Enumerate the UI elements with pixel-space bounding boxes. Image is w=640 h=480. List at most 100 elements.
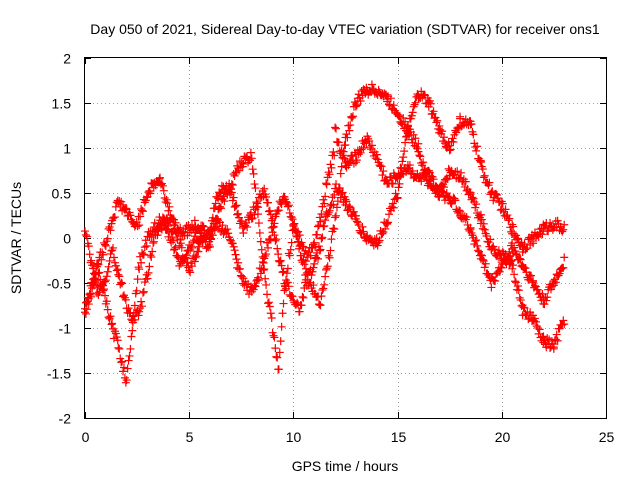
data-point [240, 281, 249, 290]
data-point [288, 292, 297, 301]
data-point [540, 300, 549, 309]
data-point [188, 243, 197, 252]
data-point [117, 278, 126, 287]
chart-title: Day 050 of 2021, Sidereal Day-to-day VTE… [90, 21, 600, 37]
data-point [273, 244, 282, 253]
data-point [417, 177, 426, 186]
data-point [260, 265, 269, 274]
data-point [539, 332, 548, 341]
data-point [246, 148, 255, 157]
data-point [323, 210, 332, 219]
data-point [182, 221, 191, 230]
data-point [535, 325, 544, 334]
data-point [100, 285, 109, 294]
data-point [543, 293, 552, 302]
data-point [210, 223, 219, 232]
data-point [219, 192, 228, 201]
data-point [276, 256, 285, 265]
data-point [491, 276, 500, 285]
data-point [351, 100, 360, 109]
data-point [327, 163, 336, 172]
data-point [338, 188, 347, 197]
data-point [248, 165, 257, 174]
data-point [282, 269, 291, 278]
data-point [235, 166, 244, 175]
data-point [387, 202, 396, 211]
data-point [232, 255, 241, 264]
data-point [149, 230, 158, 239]
data-point [147, 252, 156, 261]
y-tick-label: -2 [59, 411, 72, 427]
data-point [281, 282, 290, 291]
data-point [433, 116, 442, 125]
data-point [97, 255, 106, 264]
data-point [277, 200, 286, 209]
data-point [538, 230, 547, 239]
data-point [279, 267, 288, 276]
data-point [366, 143, 375, 152]
data-point [231, 250, 240, 259]
data-point [299, 293, 308, 302]
data-point [111, 329, 120, 338]
data-point [188, 262, 197, 271]
data-point [162, 195, 171, 204]
data-point [115, 272, 124, 281]
data-point [481, 259, 490, 268]
x-tick-label: 0 [82, 429, 90, 445]
data-point [155, 174, 164, 183]
data-point [199, 222, 208, 231]
data-point [378, 171, 387, 180]
data-point [549, 343, 558, 352]
data-point [125, 351, 134, 360]
data-point [312, 253, 321, 262]
data-point [324, 251, 333, 260]
y-tick-label: 0 [63, 231, 71, 247]
data-point [480, 171, 489, 180]
data-point [478, 165, 487, 174]
data-point [530, 314, 539, 323]
data-point [318, 286, 327, 295]
y-tick-label: -0.5 [47, 276, 71, 292]
data-point [188, 220, 197, 229]
data-point [529, 239, 538, 248]
data-point [95, 268, 104, 277]
data-point [101, 276, 110, 285]
data-point [365, 136, 374, 145]
data-point [322, 180, 331, 189]
data-point [227, 180, 236, 189]
data-point [129, 308, 138, 317]
data-point [237, 272, 246, 281]
data-point [124, 356, 133, 365]
data-point [102, 297, 111, 306]
data-point [321, 216, 330, 225]
data-point [394, 183, 403, 192]
data-point [99, 286, 108, 295]
data-point [314, 300, 323, 309]
data-point [187, 242, 196, 251]
data-point [498, 199, 507, 208]
data-point [268, 228, 277, 237]
data-point [230, 203, 239, 212]
data-point [105, 222, 114, 231]
data-point [134, 311, 143, 320]
data-point [485, 178, 494, 187]
data-point [479, 219, 488, 228]
data-point [302, 269, 311, 278]
data-point [284, 249, 293, 258]
data-point [174, 253, 183, 262]
data-point [341, 195, 350, 204]
data-point [284, 201, 293, 210]
data-point [96, 275, 105, 284]
data-point [472, 200, 481, 209]
data-point [325, 253, 334, 262]
data-point [558, 320, 567, 329]
data-point [411, 134, 420, 143]
data-point [280, 286, 289, 295]
data-point [237, 216, 246, 225]
data-point [334, 184, 343, 193]
y-tick-label: 1.5 [52, 96, 72, 112]
data-point [510, 270, 519, 279]
data-point [113, 336, 122, 345]
data-point [286, 245, 295, 254]
